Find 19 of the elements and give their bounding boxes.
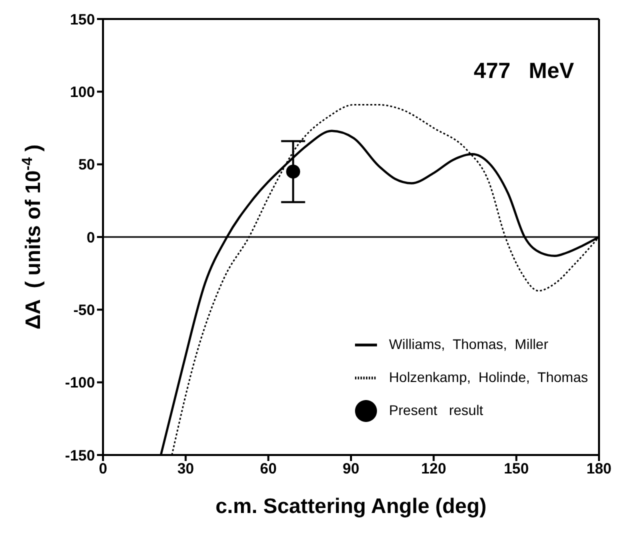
legend-label: Present result: [389, 402, 484, 418]
x-tick-label: 60: [260, 460, 277, 478]
x-tick-label: 150: [504, 460, 529, 478]
x-tick-label: 180: [586, 460, 612, 478]
legend-label: Holzenkamp, Holinde, Thomas: [389, 369, 588, 385]
y-tick-label: -100: [64, 374, 95, 392]
x-tick-label: 90: [342, 460, 360, 478]
annotation: 477 MeV: [474, 58, 574, 83]
y-tick-label: -150: [64, 447, 95, 464]
x-tick-label: 120: [421, 460, 446, 478]
legend-label: Williams, Thomas, Miller: [389, 336, 548, 352]
y-tick-label: 0: [86, 229, 95, 246]
y-tick-label: 50: [78, 156, 95, 174]
y-tick-label: 150: [70, 11, 95, 28]
y-tick-label: 100: [70, 84, 95, 101]
y-tick-label: -50: [73, 302, 95, 319]
x-axis-title: c.m. Scattering Angle (deg): [215, 495, 487, 518]
x-tick-label: 0: [98, 460, 108, 478]
x-tick-label: 30: [177, 460, 194, 478]
